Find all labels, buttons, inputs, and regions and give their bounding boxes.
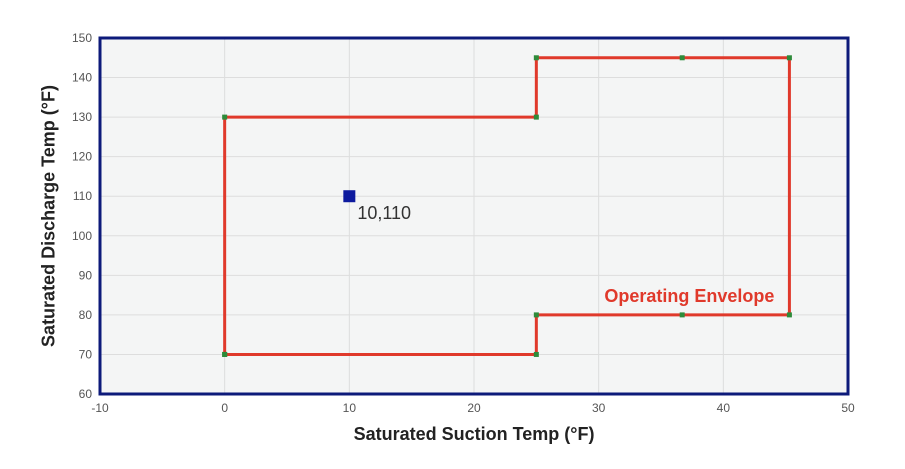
y-tick-label: 110 [73,189,92,203]
envelope-vertex [533,351,539,357]
y-tick-label: 100 [72,229,92,243]
x-axis-ticks: -10 0 10 20 30 40 50 [91,401,855,415]
envelope-vertex [786,55,792,61]
operating-point-label: 10,110 [357,203,411,223]
envelope-vertex [533,55,539,61]
operating-point-marker[interactable] [343,190,356,203]
x-axis-title: Saturated Suction Temp (°F) [354,424,595,444]
y-tick-label: 150 [72,31,92,45]
x-tick-label: -10 [91,401,109,415]
y-tick-label: 140 [72,71,92,85]
x-tick-label: 20 [467,401,481,415]
envelope-vertex [222,114,228,120]
x-tick-label: 40 [717,401,731,415]
x-tick-label: 50 [841,401,855,415]
y-axis-title: Saturated Discharge Temp (°F) [38,85,58,347]
envelope-vertex-markers [222,55,792,357]
envelope-vertex [222,351,228,357]
x-tick-label: 30 [592,401,606,415]
y-tick-label: 70 [79,347,93,361]
y-tick-label: 90 [79,268,93,282]
envelope-vertex [786,312,792,318]
y-axis-ticks: 60 70 80 90 100 110 120 130 140 150 [72,31,92,401]
plot-frame [98,36,850,396]
x-tick-label: 10 [343,401,357,415]
y-tick-label: 120 [72,150,92,164]
y-tick-label: 80 [79,308,93,322]
y-tick-label: 130 [72,110,92,124]
operating-envelope-label: Operating Envelope [604,286,774,306]
envelope-vertex [533,114,539,120]
y-tick-label: 60 [79,387,93,401]
envelope-vertex [679,55,685,61]
envelope-vertex [533,312,539,318]
x-tick-label: 0 [221,401,228,415]
envelope-vertex [679,312,685,318]
